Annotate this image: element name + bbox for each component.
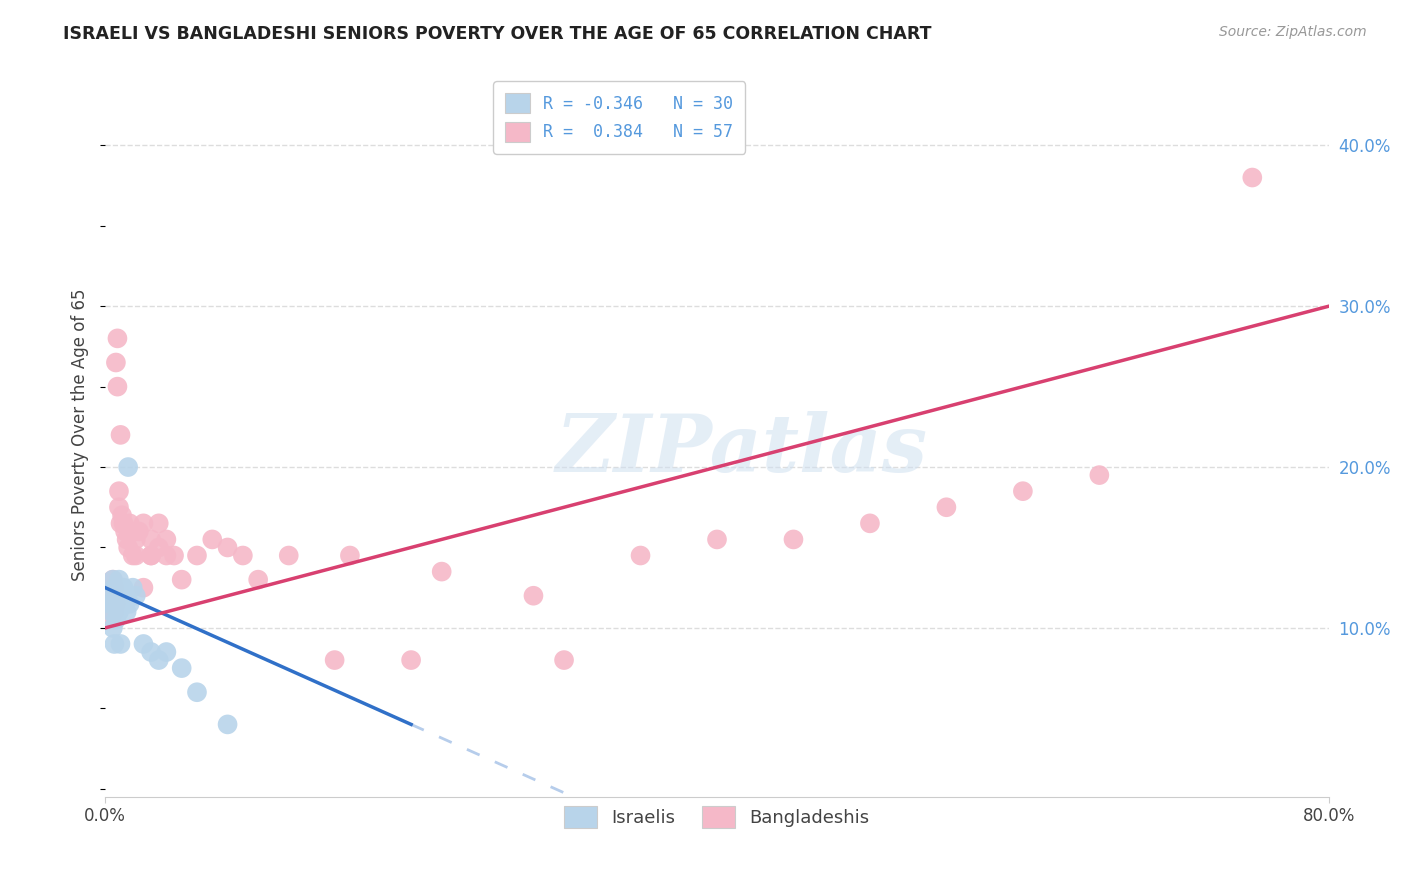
Point bbox=[1012, 484, 1035, 499]
Point bbox=[100, 613, 122, 627]
Text: Source: ZipAtlas.com: Source: ZipAtlas.com bbox=[1219, 25, 1367, 39]
Point bbox=[139, 533, 162, 547]
Point bbox=[107, 379, 129, 393]
Point bbox=[782, 533, 804, 547]
Point bbox=[101, 597, 124, 611]
Point bbox=[132, 516, 155, 531]
Point bbox=[110, 637, 132, 651]
Point bbox=[114, 597, 136, 611]
Point bbox=[103, 637, 125, 651]
Text: ZIPatlas: ZIPatlas bbox=[555, 410, 928, 488]
Point bbox=[148, 653, 170, 667]
Point bbox=[112, 581, 135, 595]
Point bbox=[121, 581, 143, 595]
Point bbox=[155, 645, 177, 659]
Point bbox=[277, 549, 299, 563]
Point bbox=[108, 605, 131, 619]
Point bbox=[859, 516, 882, 531]
Point bbox=[125, 533, 148, 547]
Point bbox=[117, 460, 139, 475]
Point bbox=[111, 589, 134, 603]
Point bbox=[186, 685, 208, 699]
Point bbox=[118, 597, 141, 611]
Point bbox=[935, 500, 957, 515]
Point bbox=[232, 549, 254, 563]
Point bbox=[121, 549, 143, 563]
Point bbox=[132, 637, 155, 651]
Point bbox=[170, 573, 193, 587]
Point bbox=[1241, 170, 1264, 185]
Point bbox=[101, 621, 124, 635]
Point bbox=[118, 516, 141, 531]
Point bbox=[97, 589, 120, 603]
Point bbox=[120, 524, 142, 539]
Point bbox=[107, 597, 129, 611]
Point bbox=[186, 549, 208, 563]
Point bbox=[201, 533, 224, 547]
Point bbox=[108, 500, 131, 515]
Point bbox=[706, 533, 728, 547]
Point bbox=[111, 508, 134, 523]
Point bbox=[101, 573, 124, 587]
Point bbox=[1088, 468, 1111, 483]
Point bbox=[323, 653, 346, 667]
Point bbox=[110, 516, 132, 531]
Point bbox=[115, 533, 138, 547]
Point bbox=[553, 653, 575, 667]
Y-axis label: Seniors Poverty Over the Age of 65: Seniors Poverty Over the Age of 65 bbox=[72, 289, 89, 581]
Point bbox=[148, 516, 170, 531]
Point bbox=[163, 549, 186, 563]
Point bbox=[100, 605, 122, 619]
Point bbox=[132, 581, 155, 595]
Point bbox=[115, 605, 138, 619]
Point bbox=[139, 645, 162, 659]
Point bbox=[104, 597, 127, 611]
Point bbox=[107, 331, 129, 345]
Point bbox=[155, 549, 177, 563]
Point bbox=[630, 549, 652, 563]
Point bbox=[112, 516, 135, 531]
Point bbox=[139, 549, 162, 563]
Point bbox=[110, 428, 132, 442]
Point bbox=[108, 573, 131, 587]
Point bbox=[217, 717, 239, 731]
Point bbox=[125, 549, 148, 563]
Point bbox=[110, 597, 132, 611]
Point bbox=[522, 589, 544, 603]
Point bbox=[247, 573, 270, 587]
Legend: Israelis, Bangladeshis: Israelis, Bangladeshis bbox=[557, 798, 877, 835]
Point bbox=[104, 613, 127, 627]
Point bbox=[339, 549, 361, 563]
Point bbox=[98, 597, 121, 611]
Point bbox=[399, 653, 422, 667]
Point bbox=[108, 484, 131, 499]
Point bbox=[103, 581, 125, 595]
Point bbox=[170, 661, 193, 675]
Point bbox=[117, 541, 139, 555]
Point bbox=[139, 549, 162, 563]
Point bbox=[103, 605, 125, 619]
Point bbox=[217, 541, 239, 555]
Point bbox=[155, 533, 177, 547]
Point bbox=[104, 355, 127, 369]
Point bbox=[98, 589, 121, 603]
Point bbox=[128, 524, 150, 539]
Text: ISRAELI VS BANGLADESHI SENIORS POVERTY OVER THE AGE OF 65 CORRELATION CHART: ISRAELI VS BANGLADESHI SENIORS POVERTY O… bbox=[63, 25, 932, 43]
Point bbox=[430, 565, 453, 579]
Point bbox=[107, 589, 129, 603]
Point bbox=[114, 524, 136, 539]
Point bbox=[104, 589, 127, 603]
Point bbox=[125, 589, 148, 603]
Point bbox=[101, 573, 124, 587]
Point bbox=[103, 581, 125, 595]
Point bbox=[97, 597, 120, 611]
Point bbox=[148, 541, 170, 555]
